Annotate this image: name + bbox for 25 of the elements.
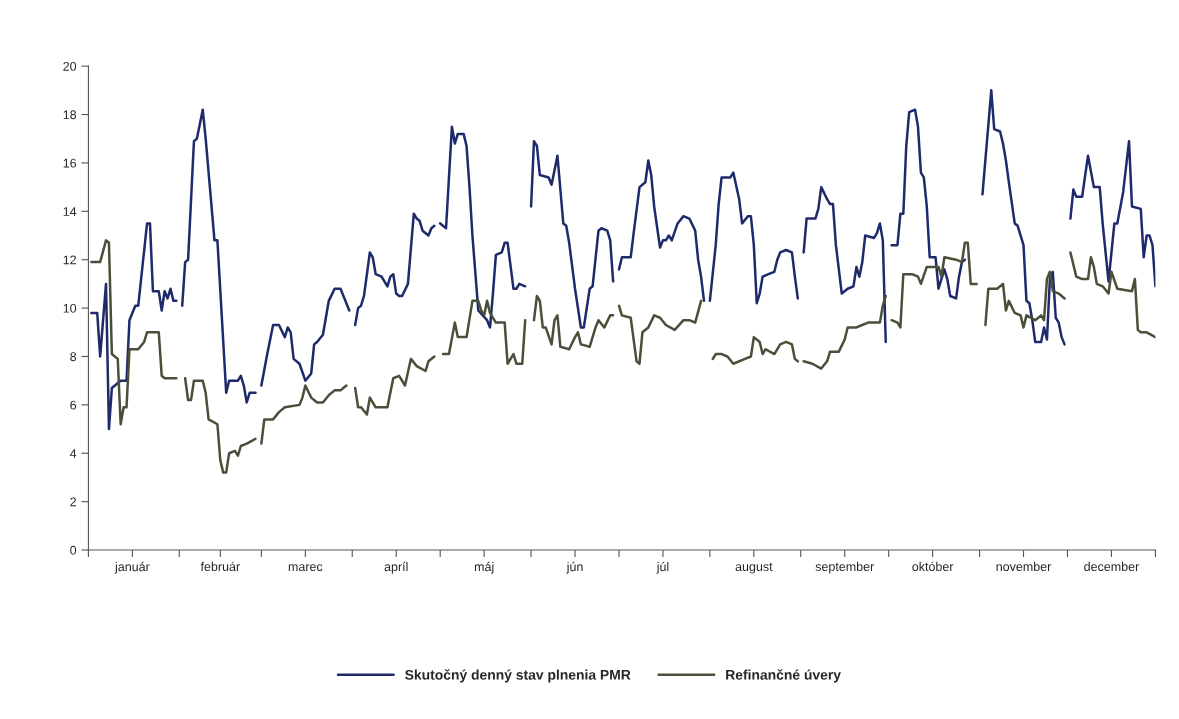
x-tick-label: august	[735, 562, 773, 574]
y-tick-label: 18	[63, 110, 77, 120]
y-tick-label: 20	[63, 61, 77, 71]
y-tick-label: 0	[70, 545, 77, 555]
x-tick-label: apríl	[384, 561, 408, 574]
y-tick-label: 12	[63, 255, 76, 265]
y-tick-label: 16	[63, 158, 77, 168]
y-tick-label: 10	[63, 303, 77, 313]
x-tick-label: december	[1084, 561, 1140, 572]
x-tick-label: január	[114, 561, 150, 574]
x-tick-label: júl	[656, 561, 669, 574]
y-tick-label: 14	[63, 207, 77, 216]
x-tick-label: október	[912, 561, 954, 572]
legend-label: Refinančné úvery	[726, 669, 841, 683]
x-tick-label: marec	[288, 564, 323, 572]
x-tick-label: september	[815, 561, 875, 574]
y-tick-label: 4	[69, 449, 77, 458]
x-tick-label: jún	[566, 561, 583, 574]
y-tick-label: 2	[70, 497, 76, 507]
x-tick-label: máj	[474, 561, 494, 574]
legend-label: Skutočný denný stav plnenia PMR	[405, 669, 631, 683]
y-tick-label: 8	[70, 352, 77, 362]
y-tick-label: 6	[70, 400, 77, 410]
x-tick-label: február	[200, 561, 240, 572]
x-tick-label: november	[996, 561, 1052, 572]
